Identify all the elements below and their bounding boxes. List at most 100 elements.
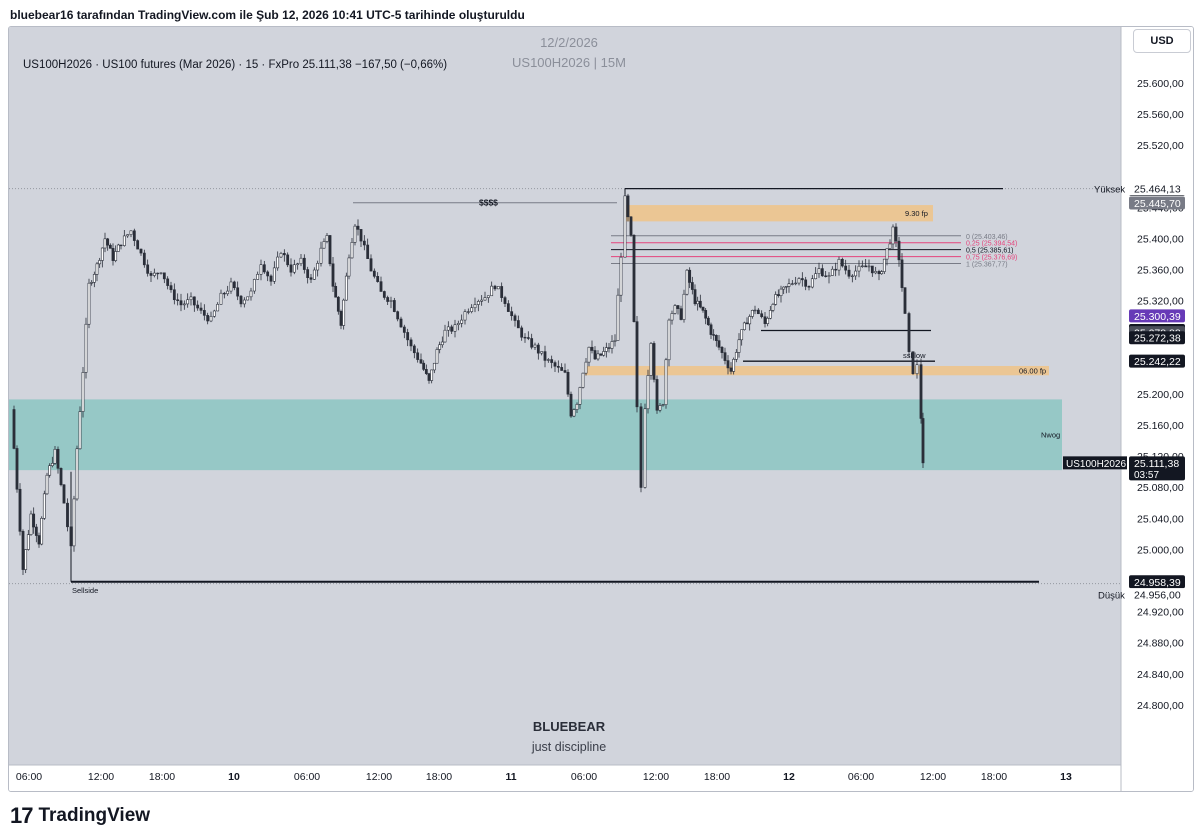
candle-body	[336, 296, 340, 312]
candle-body	[891, 226, 895, 245]
price-chart[interactable]: 12/2/2026 US100H2026 | 15M BLUEBEAR just di…	[9, 27, 1193, 791]
candle-body	[179, 300, 183, 306]
candle-body	[460, 319, 464, 324]
time-tick-label: 18:00	[426, 771, 452, 783]
price-tick-label: 25.040,00	[1137, 513, 1184, 525]
candle-body	[882, 258, 886, 272]
chart-frame[interactable]: 12/2/2026 US100H2026 | 15M BLUEBEAR just di…	[8, 26, 1194, 792]
candle-body	[496, 286, 500, 290]
candle-body	[784, 286, 788, 288]
candle-body	[196, 304, 200, 309]
symbol-info-line[interactable]: US100H2026 · US100 futures (Mar 2026) · …	[23, 59, 448, 71]
candle-body	[787, 283, 791, 287]
price-tick-label: 24.880,00	[1137, 638, 1184, 650]
candle-body	[48, 465, 52, 476]
candle-body	[503, 297, 507, 304]
candle-body	[344, 275, 348, 301]
candle-body	[276, 256, 280, 269]
time-tick-label: 18:00	[149, 771, 175, 783]
candle-body	[286, 254, 290, 266]
candle-body	[563, 370, 567, 373]
candle-body	[604, 347, 608, 352]
candle-body	[162, 272, 166, 280]
candle-body	[834, 268, 838, 271]
zone-label: Nwog	[1041, 430, 1060, 439]
candle-body	[820, 268, 824, 277]
candle-body	[670, 313, 674, 321]
price-tag[interactable]	[1129, 575, 1185, 589]
candle-body	[24, 549, 28, 570]
zone-nwog[interactable]	[9, 399, 1062, 471]
time-tick-label: 18:00	[704, 771, 730, 783]
zone-9-30-fp[interactable]	[625, 205, 933, 222]
price-tag[interactable]	[1129, 196, 1185, 210]
candle-body	[232, 281, 236, 289]
candle-body	[623, 195, 627, 258]
fib-level-label: 0,25 (25.394,54)	[966, 241, 1017, 248]
candle-body	[328, 235, 332, 265]
last-price-symbol-tag[interactable]	[1063, 456, 1127, 470]
candle-body	[536, 344, 540, 354]
candle-body	[726, 360, 730, 369]
candle-body	[698, 300, 702, 308]
zone-06-00-fp[interactable]	[585, 365, 1049, 376]
candle-body	[646, 375, 650, 410]
time-axis[interactable]	[9, 765, 1121, 791]
candle-body	[919, 364, 923, 419]
tradingview-brand[interactable]: TradingView	[38, 805, 151, 826]
candle-body	[587, 346, 591, 363]
candle-body	[84, 323, 88, 373]
tradingview-logo-icon[interactable]: 17	[10, 803, 34, 828]
candle-body	[242, 299, 246, 305]
price-tag[interactable]	[1129, 331, 1185, 345]
candle-body	[103, 238, 107, 249]
candle-body	[701, 306, 705, 311]
candle-body	[804, 279, 808, 287]
candle-body	[450, 326, 454, 332]
high-marker-box	[1129, 182, 1185, 196]
candle-body	[334, 286, 338, 298]
candle-body	[289, 264, 293, 273]
candle-body	[446, 326, 450, 331]
candle-body	[34, 526, 38, 536]
candle-body	[593, 350, 597, 360]
candle-body	[480, 299, 484, 302]
price-tick-label: 25.160,00	[1137, 420, 1184, 432]
currency-button[interactable]: USD	[1133, 29, 1191, 53]
candle-body	[847, 269, 851, 277]
candle-body	[714, 335, 718, 341]
price-tag[interactable]	[1129, 309, 1185, 323]
candle-body	[176, 299, 180, 301]
candle-body	[584, 361, 588, 374]
candle-body	[782, 286, 786, 290]
candle-body	[540, 351, 544, 354]
candle-body	[569, 393, 573, 417]
candle-body	[794, 282, 798, 285]
candle-body	[616, 294, 620, 341]
candle-body	[466, 311, 470, 313]
candle-body	[800, 278, 804, 281]
candle-body	[771, 304, 775, 311]
candle-body	[392, 300, 396, 312]
zone-label: 06.00 fp	[1019, 367, 1046, 376]
candle-body	[296, 263, 300, 266]
low-marker-box	[1129, 588, 1185, 602]
candle-body	[159, 272, 163, 274]
time-tick-label: 06:00	[848, 771, 874, 783]
price-axis[interactable]	[1121, 27, 1193, 791]
price-tick-label: 25.400,00	[1137, 233, 1184, 245]
candle-body	[246, 296, 250, 301]
candle-body	[169, 285, 173, 291]
candle-body	[21, 531, 25, 570]
price-tag[interactable]	[1129, 354, 1185, 368]
candle-body	[553, 362, 557, 367]
candle-body	[810, 278, 814, 288]
candle-body	[619, 256, 623, 296]
candle-body	[556, 365, 560, 368]
candle-body	[353, 225, 357, 243]
last-price-tag[interactable]	[1129, 456, 1185, 481]
candle-body	[292, 264, 296, 273]
candle-body	[655, 379, 659, 411]
candle-body	[319, 247, 323, 264]
candle-body	[632, 234, 636, 322]
